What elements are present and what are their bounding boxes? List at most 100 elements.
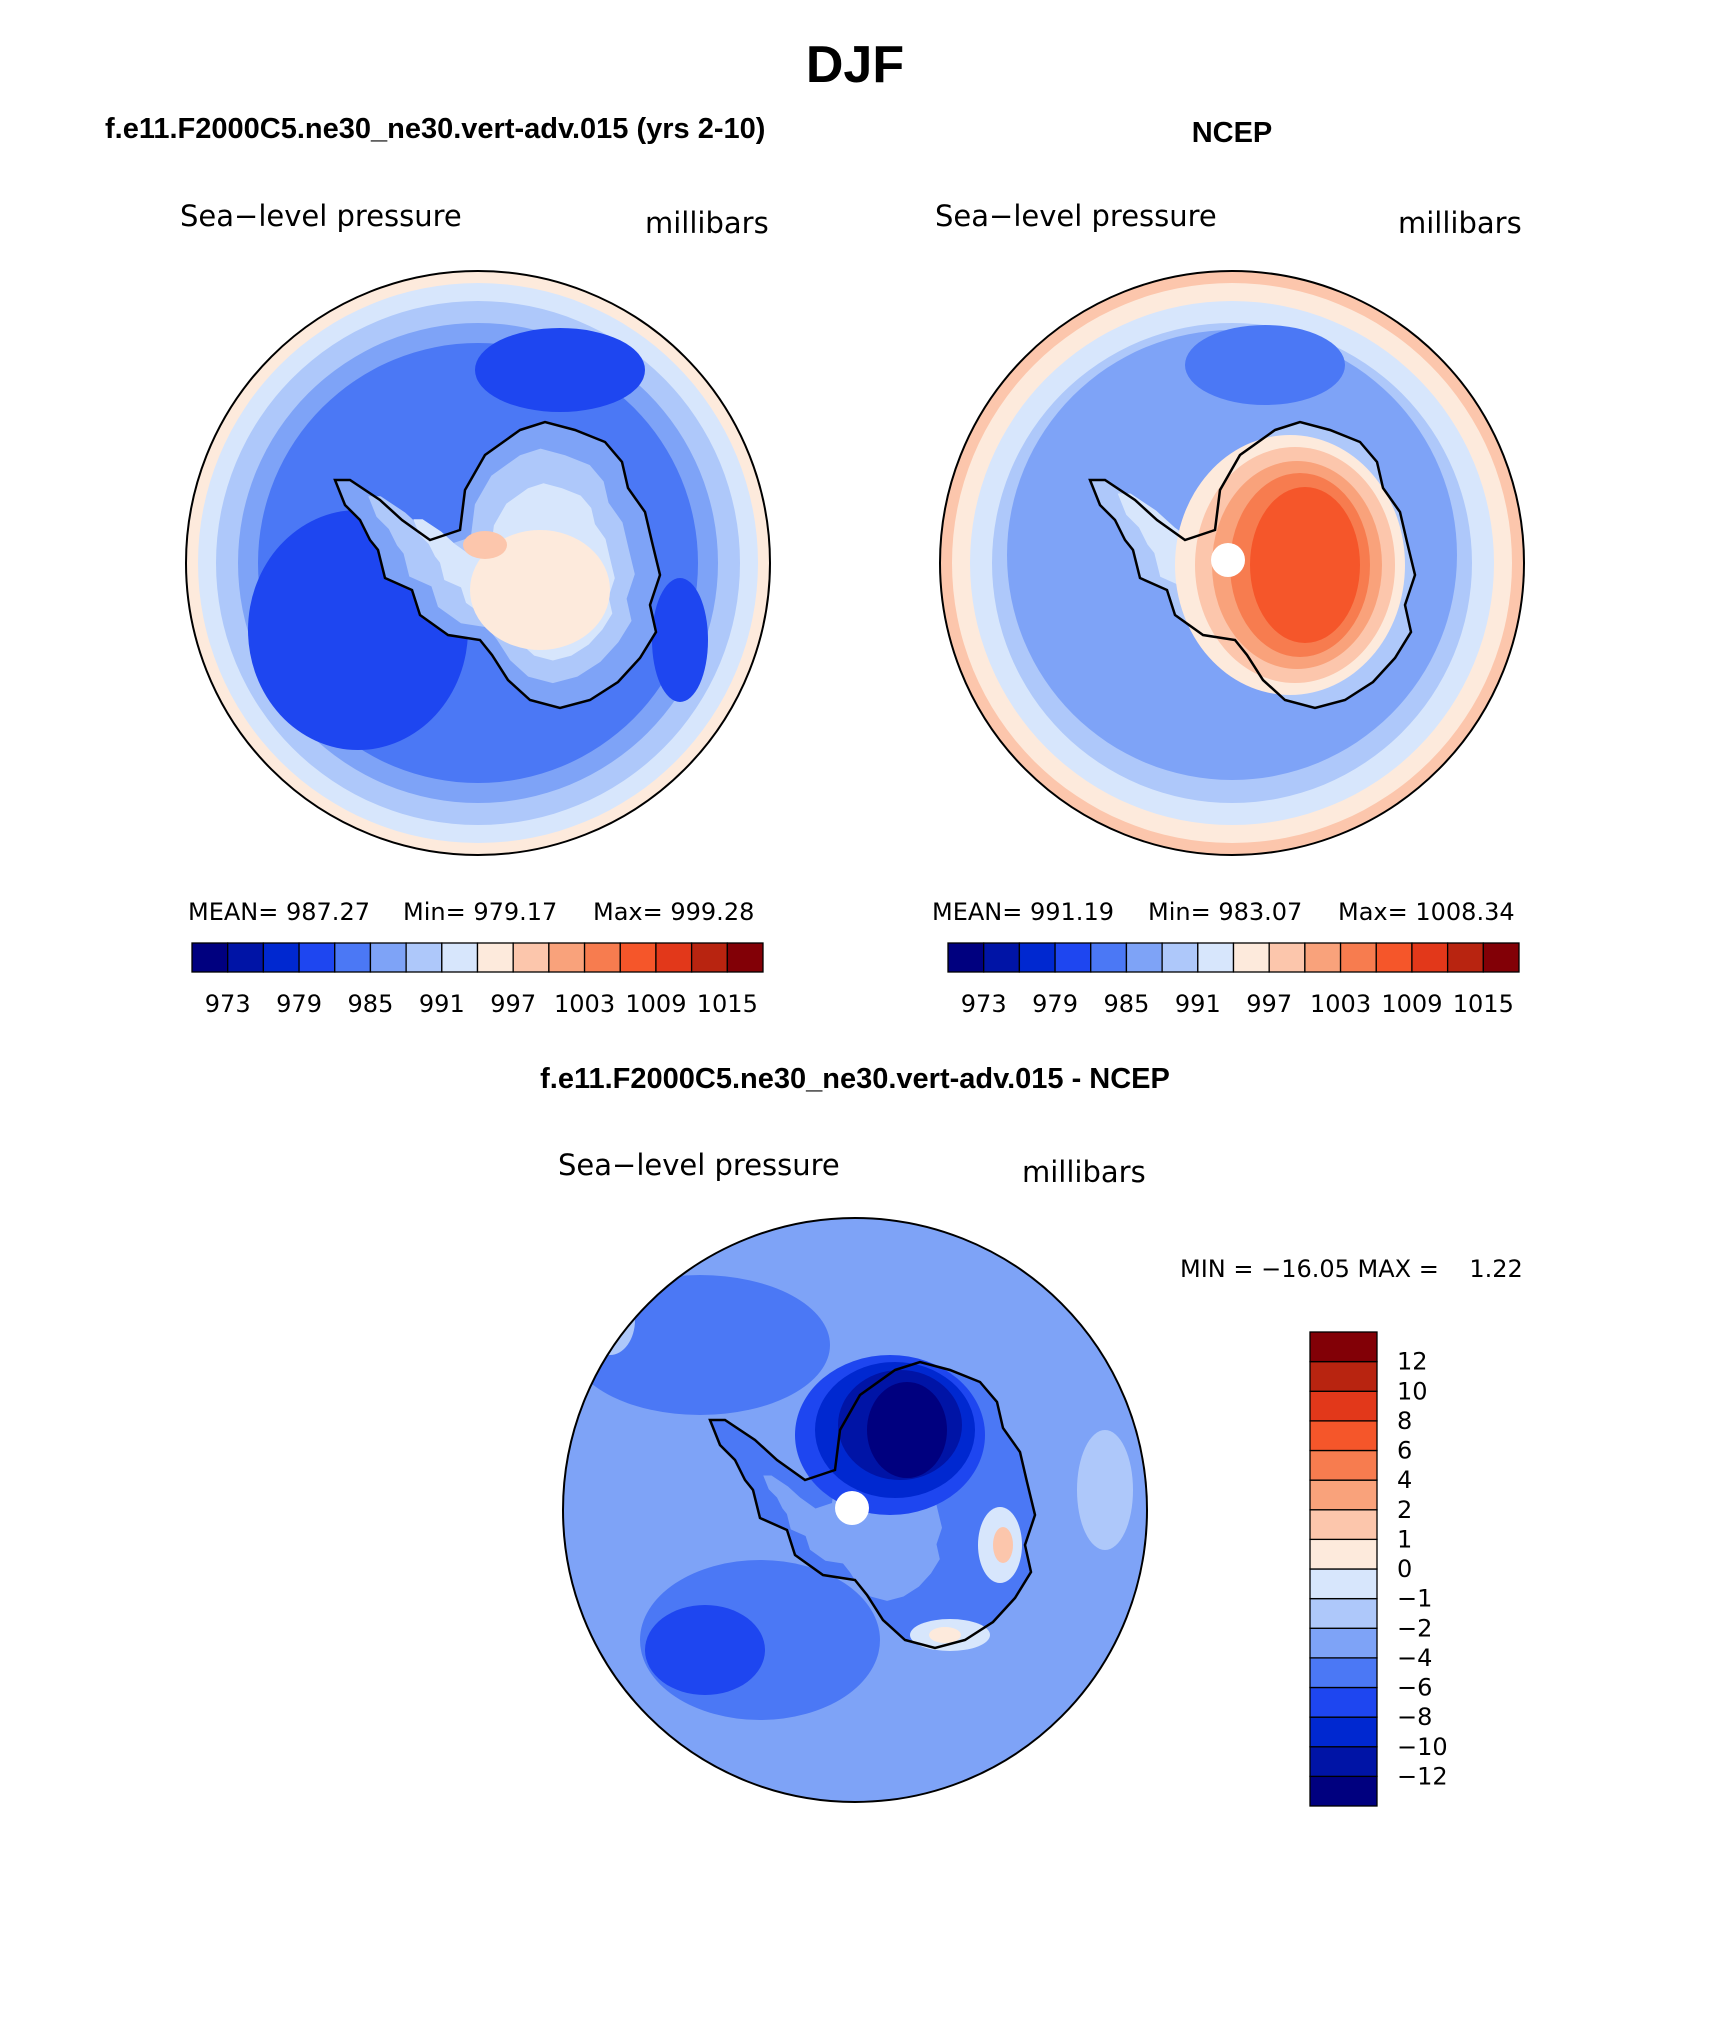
panel-model: f.e11.F2000C5.ne30_ne30.vert-adv.015 (yr… <box>105 113 771 1018</box>
colorbar-tick-label: 1015 <box>697 990 758 1018</box>
colorbar-box <box>619 942 657 973</box>
obs-stats-mean: MEAN= 991.19 <box>932 898 1114 926</box>
colorbar-box <box>1309 1509 1378 1541</box>
colorbar-tick-label: −2 <box>1397 1614 1432 1642</box>
colorbar-box <box>1161 942 1199 973</box>
colorbar-box <box>1309 1538 1378 1570</box>
colorbar-tick-label: 991 <box>419 990 465 1018</box>
diff-units-label: millibars <box>1022 1155 1146 1189</box>
colorbar-box <box>983 942 1021 973</box>
panel-diff: f.e11.F2000C5.ne30_ne30.vert-adv.015 - N… <box>540 1063 1523 1807</box>
colorbar-box <box>1446 942 1484 973</box>
colorbar-tick-label: 985 <box>1104 990 1150 1018</box>
obs-polar-map <box>940 271 1524 855</box>
colorbar-box <box>1482 942 1520 973</box>
model-colorbar <box>191 942 764 973</box>
colorbar-tick-label: 2 <box>1397 1496 1412 1524</box>
colorbar-box <box>512 942 550 973</box>
model-stats-min: Min= 979.17 <box>403 898 557 926</box>
panel-obs: NCEP Sea−level pressure millibars <box>932 117 1525 1018</box>
colorbar-box <box>1309 1568 1378 1600</box>
colorbar-tick-label: −10 <box>1397 1733 1448 1761</box>
colorbar-box <box>1309 1597 1378 1629</box>
colorbar-box <box>369 942 407 973</box>
colorbar-tick-label: 4 <box>1397 1466 1412 1494</box>
colorbar-box <box>1309 1627 1378 1659</box>
colorbar-box <box>334 942 372 973</box>
colorbar-box <box>548 942 586 973</box>
colorbar-tick-label: 997 <box>490 990 536 1018</box>
colorbar-box <box>1309 1746 1378 1778</box>
obs-colorbar <box>947 942 1520 973</box>
diff-colorbar <box>1309 1331 1378 1807</box>
colorbar-box <box>262 942 300 973</box>
colorbar-box <box>298 942 336 973</box>
colorbar-tick-label: 991 <box>1175 990 1221 1018</box>
colorbar-tick-label: 0 <box>1397 1555 1412 1583</box>
colorbar-box <box>1309 1390 1378 1422</box>
diff-variable-label: Sea−level pressure <box>558 1148 840 1182</box>
colorbar-tick-label: 973 <box>205 990 251 1018</box>
colorbar-box <box>1268 942 1306 973</box>
colorbar-box <box>1309 1360 1378 1392</box>
model-case-title: f.e11.F2000C5.ne30_ne30.vert-adv.015 (yr… <box>105 113 765 145</box>
colorbar-box <box>1309 1686 1378 1718</box>
obs-colorbar-ticks: 973 979 985 991 997 1003 1009 1015 <box>961 990 1514 1018</box>
colorbar-box <box>1309 1420 1378 1452</box>
colorbar-box <box>583 942 621 973</box>
colorbar-tick-label: −8 <box>1397 1703 1432 1731</box>
diff-title: f.e11.F2000C5.ne30_ne30.vert-adv.015 - N… <box>540 1063 1170 1095</box>
colorbar-box <box>227 942 265 973</box>
colorbar-box <box>441 942 479 973</box>
colorbar-tick-label: 979 <box>276 990 322 1018</box>
colorbar-box <box>1304 942 1342 973</box>
colorbar-tick-label: −4 <box>1397 1644 1432 1672</box>
colorbar-box <box>1309 1775 1378 1807</box>
colorbar-box <box>1309 1479 1378 1511</box>
model-stats-max: Max= 999.28 <box>593 898 754 926</box>
colorbar-box <box>655 942 693 973</box>
colorbar-tick-label: 985 <box>348 990 394 1018</box>
figure-title: DJF <box>806 36 904 94</box>
obs-case-title: NCEP <box>1192 117 1273 149</box>
colorbar-tick-label: 1015 <box>1453 990 1514 1018</box>
colorbar-box <box>726 942 764 973</box>
colorbar-tick-label: 8 <box>1397 1407 1412 1435</box>
colorbar-box <box>1197 942 1235 973</box>
colorbar-box <box>1309 1449 1378 1481</box>
colorbar-box <box>1309 1657 1378 1689</box>
colorbar-tick-label: 6 <box>1397 1437 1412 1465</box>
colorbar-box <box>405 942 443 973</box>
colorbar-box <box>690 942 728 973</box>
model-polar-map <box>186 271 770 855</box>
colorbar-tick-label: −6 <box>1397 1674 1432 1702</box>
colorbar-box <box>1309 1716 1378 1748</box>
obs-stats-max: Max= 1008.34 <box>1338 898 1515 926</box>
colorbar-box <box>1125 942 1163 973</box>
colorbar-box <box>1054 942 1092 973</box>
colorbar-tick-label: 973 <box>961 990 1007 1018</box>
colorbar-tick-label: 1009 <box>1381 990 1442 1018</box>
colorbar-box <box>1232 942 1270 973</box>
colorbar-tick-label: 1 <box>1397 1525 1412 1553</box>
colorbar-tick-label: 979 <box>1032 990 1078 1018</box>
diff-minmax-label: MIN = −16.05 MAX = 1.22 <box>1180 1255 1523 1283</box>
colorbar-tick-label: 12 <box>1397 1348 1428 1376</box>
obs-units-label: millibars <box>1398 206 1522 240</box>
colorbar-tick-label: −1 <box>1397 1585 1432 1613</box>
colorbar-box <box>1018 942 1056 973</box>
colorbar-tick-label: 1003 <box>1310 990 1371 1018</box>
model-colorbar-ticks: 973 979 985 991 997 1003 1009 1015 <box>205 990 758 1018</box>
colorbar-box <box>1411 942 1449 973</box>
model-units-label: millibars <box>645 206 769 240</box>
colorbar-box <box>1339 942 1377 973</box>
obs-stats-min: Min= 983.07 <box>1148 898 1302 926</box>
colorbar-tick-label: 997 <box>1246 990 1292 1018</box>
colorbar-tick-label: −12 <box>1397 1762 1448 1790</box>
model-variable-label: Sea−level pressure <box>180 199 462 233</box>
colorbar-box <box>476 942 514 973</box>
colorbar-box <box>947 942 985 973</box>
diff-polar-map <box>563 1218 1147 1802</box>
